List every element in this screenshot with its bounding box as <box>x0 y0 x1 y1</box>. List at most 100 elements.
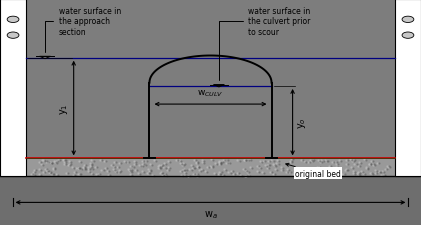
Point <box>354 171 361 175</box>
Point <box>190 166 197 170</box>
Point <box>210 158 217 162</box>
Point <box>118 169 125 173</box>
Point <box>240 167 246 171</box>
Point <box>247 174 253 178</box>
Point <box>199 168 206 171</box>
Point <box>147 162 153 166</box>
Point <box>49 166 56 170</box>
Point <box>362 166 369 169</box>
Point <box>175 159 182 162</box>
Point <box>129 164 136 168</box>
Point <box>266 170 273 174</box>
Point <box>163 162 169 166</box>
Point <box>323 159 330 163</box>
Bar <box>395 0 421 177</box>
Point <box>347 166 354 169</box>
Point <box>40 170 46 174</box>
Point <box>76 167 83 170</box>
Point <box>345 163 352 166</box>
Point <box>104 167 110 170</box>
Point <box>43 159 50 163</box>
Point <box>42 167 48 171</box>
Point <box>362 172 368 176</box>
Point <box>156 164 163 167</box>
Point <box>256 166 262 169</box>
Point <box>341 173 348 176</box>
Point <box>299 171 306 175</box>
Point <box>206 166 213 169</box>
Point <box>319 161 325 164</box>
Point <box>245 158 252 162</box>
Point <box>35 173 42 176</box>
Point <box>264 164 270 168</box>
Point <box>71 166 77 170</box>
Point <box>196 165 203 169</box>
Point <box>72 174 79 177</box>
Point <box>243 158 250 161</box>
Point <box>343 158 349 162</box>
Point <box>264 163 271 167</box>
Point <box>159 172 166 176</box>
Point <box>179 170 185 173</box>
Point <box>104 173 111 177</box>
Point <box>135 164 142 167</box>
Point <box>221 174 228 177</box>
Point <box>157 171 164 174</box>
Point <box>60 158 67 161</box>
Point <box>112 165 119 169</box>
Point <box>36 160 43 164</box>
Point <box>88 166 95 170</box>
Point <box>75 160 82 163</box>
Point <box>291 168 298 171</box>
Point <box>85 166 92 169</box>
Point <box>140 164 147 168</box>
Point <box>258 160 265 164</box>
Point <box>330 173 337 177</box>
Point <box>159 173 165 177</box>
Point <box>60 160 67 164</box>
Point <box>375 170 381 174</box>
Point <box>258 166 264 170</box>
Point <box>65 160 72 164</box>
Point <box>166 160 173 164</box>
Point <box>328 170 334 173</box>
Point <box>83 164 90 167</box>
Point <box>179 168 185 172</box>
Point <box>75 166 82 170</box>
Point <box>266 160 273 163</box>
Point <box>268 159 275 162</box>
Point <box>138 170 145 173</box>
Point <box>46 171 53 175</box>
Point <box>296 170 303 173</box>
Point <box>339 172 346 176</box>
Point <box>56 159 63 163</box>
Point <box>73 166 80 170</box>
Point <box>218 161 224 165</box>
Point <box>82 167 89 171</box>
Point <box>369 163 376 167</box>
Point <box>264 163 271 167</box>
Point <box>70 173 77 177</box>
Point <box>294 166 301 170</box>
Point <box>325 169 332 173</box>
Point <box>363 158 370 162</box>
Point <box>244 174 250 178</box>
Point <box>90 172 96 176</box>
Point <box>55 160 62 163</box>
Point <box>222 158 229 162</box>
Point <box>288 171 294 174</box>
Point <box>53 173 59 176</box>
Point <box>371 169 378 173</box>
Point <box>46 170 53 174</box>
Point <box>95 172 101 176</box>
Point <box>208 158 215 161</box>
Point <box>163 168 170 172</box>
Point <box>127 164 133 168</box>
Point <box>196 175 203 178</box>
Point <box>269 171 275 174</box>
Point <box>298 173 305 176</box>
Point <box>290 170 297 174</box>
Point <box>378 173 384 177</box>
Point <box>270 164 277 167</box>
Point <box>322 169 329 172</box>
